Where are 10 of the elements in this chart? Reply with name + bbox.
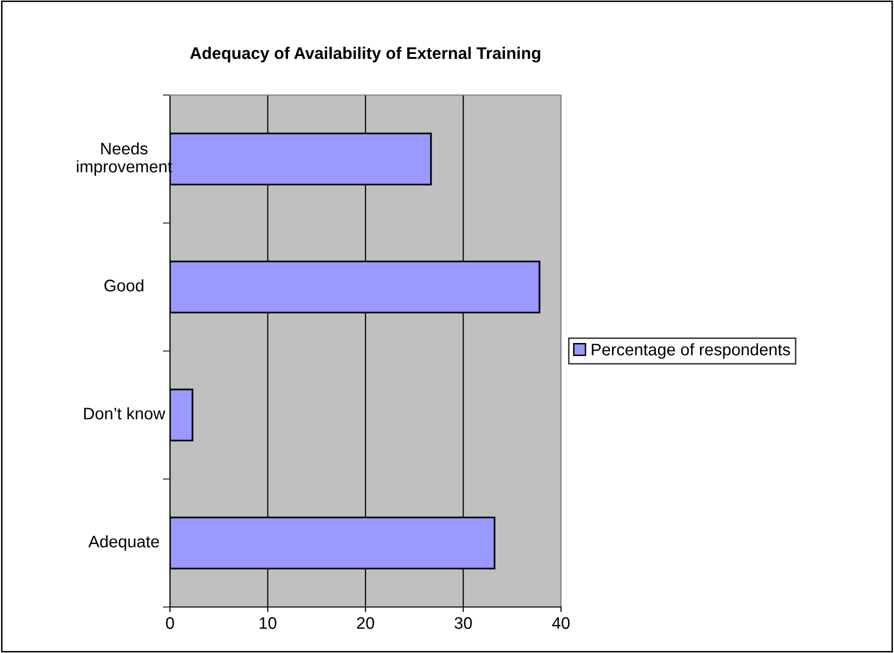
chart-title: Adequacy of Availability of External Training [190, 46, 540, 62]
y-tick-label: Good [104, 279, 144, 292]
x-tick-label: 10 [260, 617, 276, 629]
x-tick-label: 40 [552, 617, 570, 629]
legend-label: Percentage of respondents [592, 343, 790, 359]
x-tick-label: 30 [454, 617, 472, 629]
x-tick-label: 0 [166, 617, 174, 629]
y-tick-label: Adequate [88, 535, 159, 551]
y-tick-label: Don’t know [84, 407, 166, 420]
x-tick-label: 20 [357, 617, 374, 629]
